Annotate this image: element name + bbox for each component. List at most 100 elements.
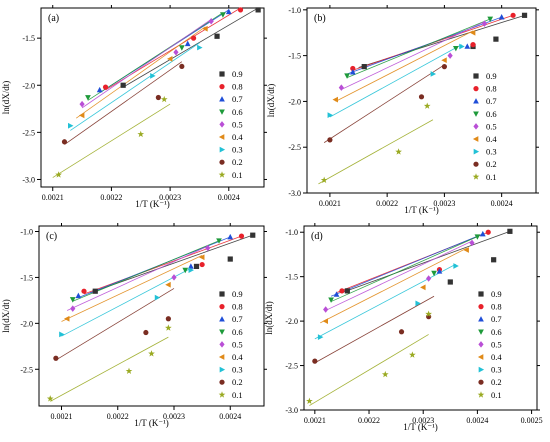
panel-label: (c)	[46, 231, 57, 242]
data-point-0.5	[323, 306, 329, 313]
legend-label: 0.7	[491, 314, 502, 324]
data-point-0.1	[423, 102, 431, 109]
data-point-0.2	[61, 139, 68, 145]
legend-marker-0.4	[477, 354, 484, 360]
plot-frame	[38, 225, 265, 407]
x-tick-label: 0.0024	[466, 416, 488, 425]
data-point-0.1	[148, 350, 155, 357]
data-point-0.9	[344, 288, 350, 294]
data-point-0.7	[227, 233, 234, 240]
data-point-0.1	[306, 397, 313, 404]
data-point-0.4	[322, 318, 329, 324]
legend-marker-0.7	[219, 316, 225, 322]
legend-label: 0.1	[232, 390, 243, 400]
legend-label: 0.3	[232, 365, 243, 375]
data-point-0.4	[463, 247, 469, 253]
data-point-0.2	[155, 94, 161, 101]
data-point-0.1	[125, 367, 133, 374]
data-point-0.7	[479, 230, 486, 237]
legend-label: 0.8	[232, 82, 243, 92]
legend-marker-0.3	[219, 146, 226, 153]
data-point-0.8	[350, 65, 356, 72]
legend-marker-0.5	[473, 123, 479, 130]
data-point-0.9	[193, 263, 200, 270]
fit-line-0.4	[61, 255, 203, 322]
legend-label: 0.2	[486, 159, 497, 169]
data-point-0.6	[178, 45, 185, 51]
data-point-0.1	[395, 148, 402, 155]
y-tick-label: -2.5	[285, 362, 298, 371]
legend-marker-0.6	[478, 329, 484, 335]
data-point-0.2	[418, 94, 425, 100]
legend-label: 0.1	[486, 172, 497, 182]
y-tick-label: -1.5	[20, 273, 33, 282]
data-point-0.4	[441, 57, 447, 64]
fit-line-0.1	[318, 119, 434, 185]
data-point-0.5	[70, 305, 76, 312]
data-point-0.5	[426, 275, 432, 282]
data-point-0.4	[332, 96, 338, 103]
fit-line-0.3	[70, 42, 200, 131]
fit-line-0.3	[61, 267, 192, 337]
legend-marker-0.4	[472, 136, 479, 142]
legend-label: 0.1	[232, 170, 243, 180]
legend-marker-0.7	[219, 96, 225, 102]
legend-label: 0.2	[491, 377, 502, 387]
chart-panel-3: 0.0021 0.0022 0.0023 0.0024 -2.5 -2.0 -1.5 -1.0…	[1, 223, 267, 428]
x-tick-label: 0.0022	[100, 193, 122, 202]
y-tick-label: -2.5	[22, 128, 35, 137]
fit-line-0.2	[314, 295, 435, 364]
legend-label: 0.3	[491, 365, 502, 375]
fit-line-0.5	[341, 21, 485, 90]
legend-label: 0.8	[491, 302, 502, 312]
legend-marker-0.9	[478, 291, 484, 297]
data-point-0.9	[227, 256, 233, 262]
x-tick-label: 0.0021	[319, 199, 341, 208]
legend-marker-0.8	[219, 304, 225, 310]
x-axis-label: 1/T (K⁻¹)	[135, 199, 170, 209]
legend-label: 0.6	[232, 327, 243, 337]
data-point-0.7	[188, 263, 194, 269]
data-point-0.5	[205, 244, 211, 252]
data-point-0.9	[255, 7, 261, 13]
plot-frame	[306, 7, 537, 194]
data-point-0.3	[453, 263, 459, 269]
legend-label: 0.6	[232, 107, 243, 117]
data-point-0.2	[143, 329, 149, 336]
x-tick-label: 0.0021	[304, 416, 326, 425]
data-point-0.9	[493, 36, 499, 42]
fit-line-0.4	[320, 247, 467, 324]
legend-marker-0.1	[218, 391, 226, 398]
legend-label: 0.9	[232, 69, 243, 79]
y-tick-label: -2.0	[22, 81, 35, 90]
legend-label: 0.9	[232, 289, 243, 299]
y-tick-label: -1.0	[285, 228, 298, 237]
data-point-0.9	[250, 232, 256, 238]
data-point-0.6	[69, 297, 76, 303]
legend-marker-0.9	[219, 71, 225, 77]
chart-panel-4: 0.0021 0.0022 0.0023 0.0024 0.0025 -3.0 -2.5 -2…	[264, 223, 543, 432]
legend-marker-0.6	[219, 329, 225, 335]
data-point-0.1	[137, 130, 145, 138]
data-points	[320, 12, 528, 184]
fit-line-0.2	[55, 288, 175, 361]
data-point-0.7	[349, 68, 356, 75]
data-point-0.3	[459, 43, 465, 50]
fit-line-0.6	[87, 12, 224, 101]
chart-panel-2: 0.0021 0.0022 0.0023 0.0024 -3.0 -2.5 -2.0 -1.5…	[266, 5, 539, 215]
x-tick-label: 0.0021	[42, 193, 64, 202]
data-point-0.2	[398, 329, 405, 335]
legend-marker-0.8	[473, 86, 479, 92]
data-point-0.4	[420, 284, 426, 291]
data-point-0.8	[81, 288, 87, 294]
legend-label: 0.8	[232, 302, 243, 312]
legend-marker-0.8	[478, 304, 484, 310]
legend-marker-0.9	[473, 73, 479, 79]
fit-line-0.7	[330, 233, 483, 297]
data-point-0.4	[199, 254, 205, 261]
data-point-0.8	[339, 288, 345, 294]
y-tick-label: -1.0	[288, 6, 301, 15]
y-axis-label: ln(dX/dt)	[266, 84, 276, 118]
fit-line-0.5	[325, 240, 473, 311]
data-point-0.8	[238, 233, 245, 239]
